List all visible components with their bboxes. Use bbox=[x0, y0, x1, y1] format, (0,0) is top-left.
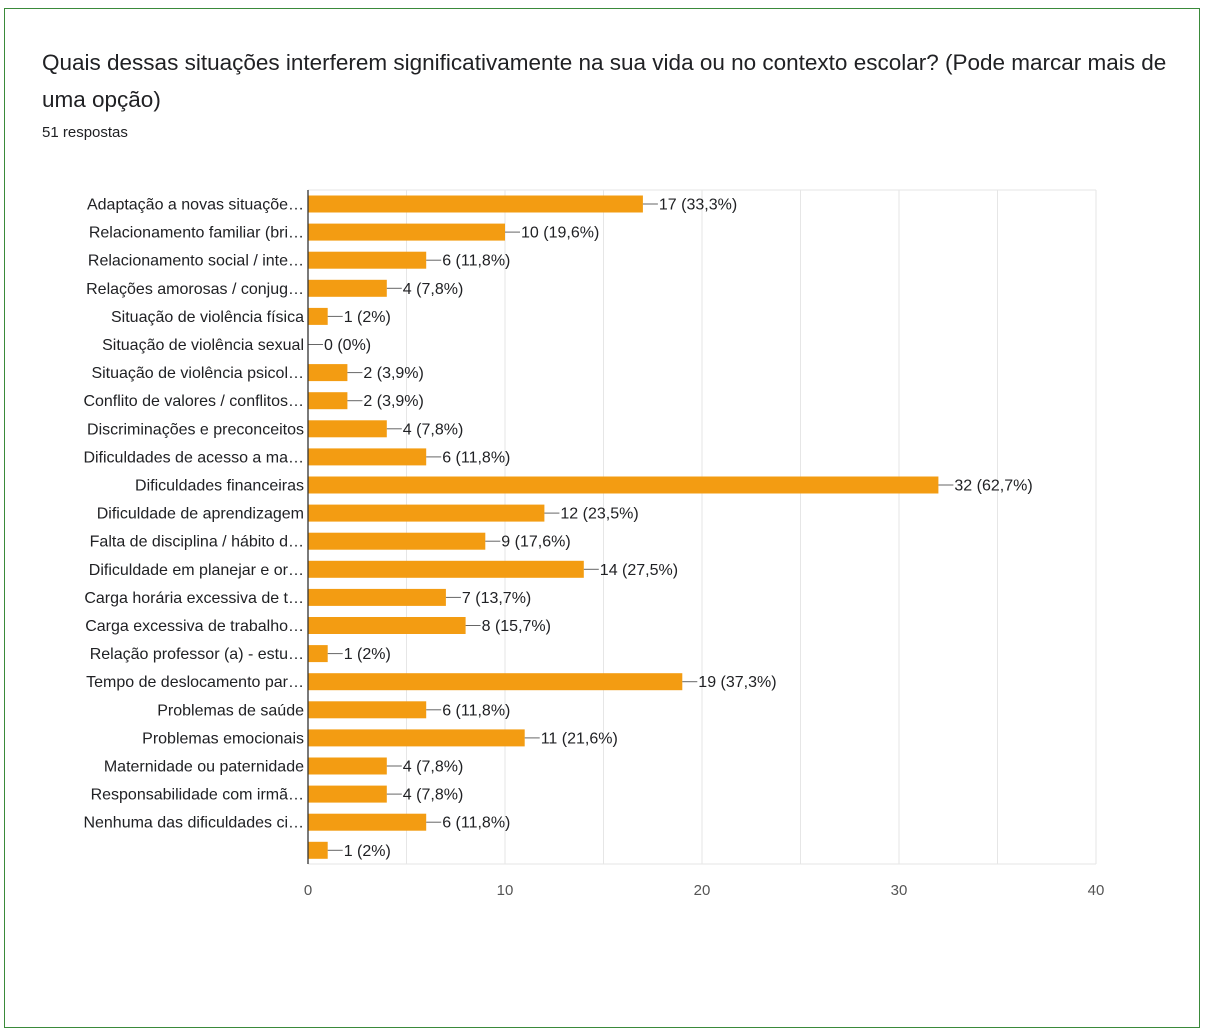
bar bbox=[308, 195, 643, 213]
data-label: 19 (37,3%) bbox=[698, 674, 776, 691]
bar bbox=[308, 251, 427, 269]
bar bbox=[308, 307, 328, 325]
chart-x-axis: 0 10 20 30 40 bbox=[304, 190, 1105, 899]
category-label: Responsabilidade com irmã… bbox=[91, 787, 304, 804]
data-label: 6 (11,8%) bbox=[442, 702, 510, 719]
category-label: Relacionamento familiar (bri… bbox=[89, 225, 304, 242]
bar bbox=[308, 532, 486, 550]
data-label: 4 (7,8%) bbox=[403, 281, 463, 298]
data-label: 6 (11,8%) bbox=[442, 815, 510, 832]
chart-labels: Adaptação a novas situaçõe… 17 (33,3%) Rel… bbox=[83, 197, 1032, 860]
category-label: Carga excessiva de trabalho… bbox=[85, 618, 304, 635]
data-label: 4 (7,8%) bbox=[403, 759, 463, 776]
bar bbox=[308, 841, 328, 859]
x-tick-label: 40 bbox=[1088, 882, 1105, 899]
chart-bars bbox=[308, 195, 939, 859]
category-label: Situação de violência física bbox=[111, 309, 304, 326]
category-label: Situação de violência psicol… bbox=[91, 365, 304, 382]
data-label: 1 (2%) bbox=[344, 646, 391, 663]
category-label: Problemas emocionais bbox=[142, 730, 304, 747]
data-label: 4 (7,8%) bbox=[403, 421, 463, 438]
category-label: Problemas de saúde bbox=[157, 702, 304, 719]
data-label: 6 (11,8%) bbox=[442, 253, 510, 270]
bar bbox=[308, 645, 328, 663]
x-tick-label: 20 bbox=[694, 882, 711, 899]
chart-grid bbox=[308, 189, 1097, 865]
x-tick-label: 30 bbox=[891, 882, 908, 899]
category-label: Dificuldades financeiras bbox=[135, 478, 304, 495]
bar bbox=[308, 504, 545, 522]
category-label: Relações amorosas / conjug… bbox=[86, 281, 304, 298]
x-tick-label: 0 bbox=[304, 882, 312, 899]
bar bbox=[308, 673, 683, 691]
bar bbox=[308, 279, 387, 297]
bar bbox=[308, 588, 446, 606]
data-label: 11 (21,6%) bbox=[541, 730, 618, 747]
category-label: Discriminações e preconceitos bbox=[87, 421, 304, 438]
data-label: 7 (13,7%) bbox=[462, 590, 531, 607]
data-label: 2 (3,9%) bbox=[363, 393, 423, 410]
bar bbox=[308, 701, 427, 719]
data-label: 12 (23,5%) bbox=[560, 506, 638, 523]
category-label: Nenhuma das dificuldades ci… bbox=[83, 815, 304, 832]
category-label: Relacionamento social / inte… bbox=[88, 253, 304, 270]
data-label: 0 (0%) bbox=[324, 337, 371, 354]
category-label: Relação professor (a) - estu… bbox=[90, 646, 304, 663]
category-label: Maternidade ou paternidade bbox=[104, 759, 304, 776]
category-label: Dificuldade em planejar e or… bbox=[89, 562, 304, 579]
category-label: Adaptação a novas situaçõe… bbox=[87, 197, 304, 214]
category-label: Carga horária excessiva de t… bbox=[84, 590, 304, 607]
data-label: 14 (27,5%) bbox=[600, 562, 678, 579]
bar bbox=[308, 392, 348, 410]
bar bbox=[308, 364, 348, 382]
category-label: Conflito de valores / conflitos… bbox=[83, 393, 304, 410]
x-tick-label: 10 bbox=[497, 882, 514, 899]
question-title: Quais dessas situações interferem signif… bbox=[42, 50, 1167, 112]
bar bbox=[308, 448, 427, 466]
data-label: 10 (19,6%) bbox=[521, 225, 599, 242]
question-card bbox=[4, 8, 1200, 1028]
bar bbox=[308, 223, 505, 241]
bar bbox=[308, 757, 387, 775]
bar bbox=[308, 813, 427, 831]
data-label: 1 (2%) bbox=[344, 843, 391, 860]
data-label: 32 (62,7%) bbox=[954, 478, 1032, 495]
data-label: 4 (7,8%) bbox=[403, 787, 463, 804]
bar bbox=[308, 785, 387, 803]
data-label: 9 (17,6%) bbox=[501, 534, 570, 551]
category-label: Tempo de deslocamento par… bbox=[86, 674, 304, 691]
data-label: 8 (15,7%) bbox=[482, 618, 551, 635]
category-label: Situação de violência sexual bbox=[102, 337, 304, 354]
bar bbox=[308, 560, 584, 578]
responses-count: 51 respostas bbox=[42, 124, 128, 141]
bar bbox=[308, 729, 525, 747]
data-label: 2 (3,9%) bbox=[363, 365, 423, 382]
category-label: Dificuldades de acesso a ma… bbox=[83, 449, 304, 466]
data-label: 17 (33,3%) bbox=[659, 197, 737, 214]
bar bbox=[308, 617, 466, 634]
bar bbox=[308, 420, 387, 438]
category-label: Falta de disciplina / hábito d… bbox=[90, 534, 304, 551]
category-label: Dificuldade de aprendizagem bbox=[97, 506, 304, 523]
bar bbox=[308, 476, 939, 494]
data-label: 1 (2%) bbox=[344, 309, 391, 326]
data-label: 6 (11,8%) bbox=[442, 449, 510, 466]
